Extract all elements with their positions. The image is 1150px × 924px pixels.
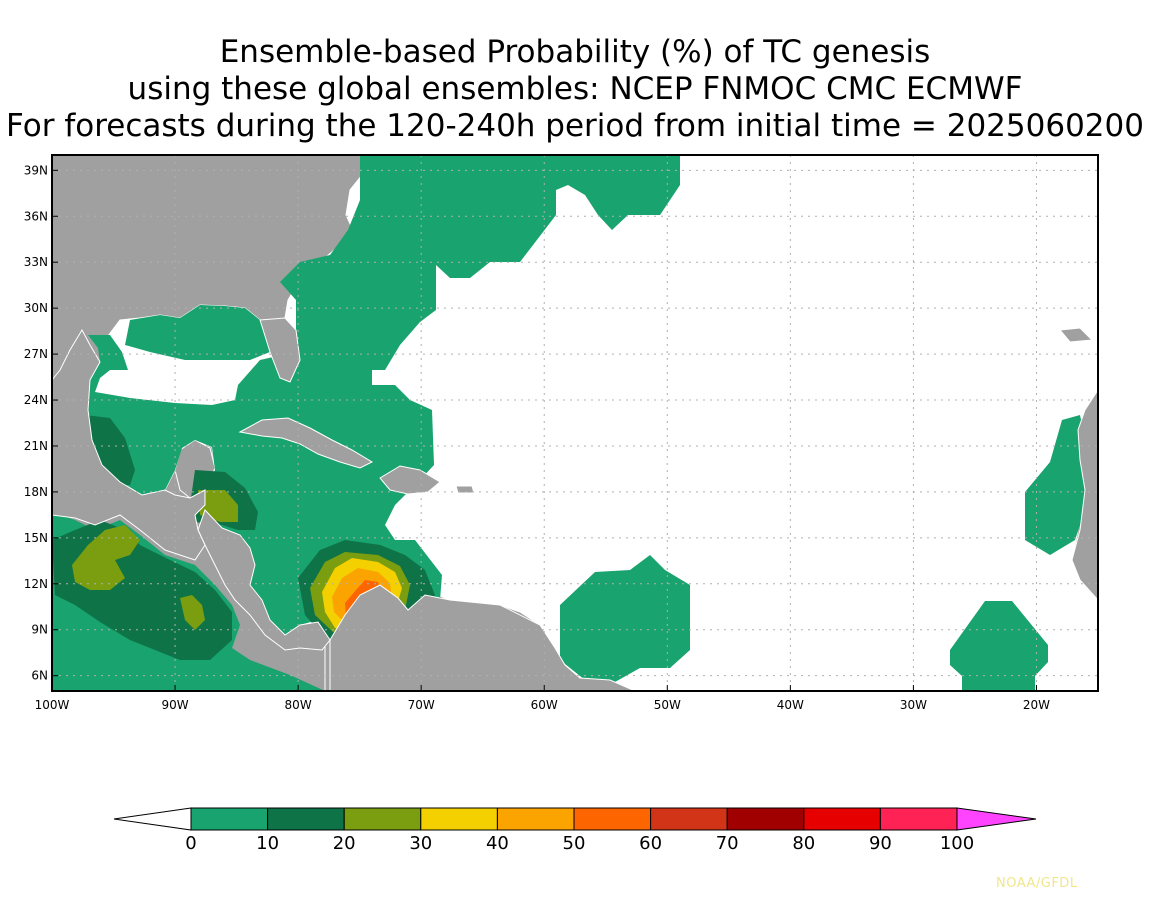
contour-cape-verde	[950, 601, 1048, 691]
contour-africa-coast	[1025, 415, 1085, 555]
lat-tick-label: 27N	[24, 347, 48, 361]
land-overlay	[52, 155, 1098, 691]
credit-label: NOAA/GFDL	[996, 876, 1078, 891]
chart-title-line-1: Ensemble-based Probability (%) of TC gen…	[219, 34, 931, 70]
colorbar-segment	[343, 807, 422, 831]
colorbar-segment	[267, 807, 345, 831]
lon-tick-label: 20W	[1023, 698, 1050, 712]
lat-tick-label: 12N	[24, 577, 48, 591]
colorbar-segment	[879, 807, 958, 831]
colorbar-segment	[573, 807, 652, 831]
colorbar-segment	[496, 807, 575, 831]
colorbar-label: 10	[256, 833, 279, 854]
chart-title-line-3: For forecasts during the 120-240h period…	[6, 108, 1144, 144]
lat-tick-label: 21N	[24, 439, 48, 453]
colorbar-label: 50	[563, 833, 586, 854]
contour-mid-atlantic	[560, 555, 690, 682]
colorbar-segment	[803, 807, 881, 831]
lon-tick-label: 40W	[777, 698, 804, 712]
lat-tick-label: 18N	[24, 485, 48, 499]
colorbar-label: 70	[716, 833, 739, 854]
contour-pacific-green	[72, 525, 140, 590]
colorbar-label: 30	[409, 833, 432, 854]
lon-tick-label: 50W	[654, 698, 681, 712]
colorbar-segment	[726, 807, 805, 831]
lon-tick-label: 90W	[161, 698, 188, 712]
land-canary	[1059, 327, 1094, 343]
lon-tick-label: 30W	[900, 698, 927, 712]
colorbar-label: 40	[486, 833, 509, 854]
colorbar-under-triangle	[113, 807, 192, 831]
lon-tick-label: 60W	[531, 698, 558, 712]
lat-tick-label: 30N	[24, 301, 48, 315]
land-africa-2	[1071, 389, 1098, 601]
longitude-axis: 100W 90W 80W 70W 60W 50W 40W 30W 20W	[35, 685, 1050, 712]
colorbar-label: 0	[185, 833, 196, 854]
lat-tick-label: 15N	[24, 531, 48, 545]
colorbar-segment	[190, 807, 269, 831]
lon-tick-label: 100W	[35, 698, 70, 712]
colorbar-over-triangle	[956, 807, 1037, 831]
grid-lines	[52, 155, 1098, 691]
colorbar-label: 90	[869, 833, 892, 854]
land-puerto-rico	[455, 485, 475, 494]
colorbar: 0 10 20 30 40 50 60 70 80 90 100	[113, 807, 1037, 854]
lat-tick-label: 6N	[31, 669, 48, 683]
colorbar-label: 20	[333, 833, 356, 854]
colorbar-segment	[420, 807, 498, 831]
land-hispaniola-2	[379, 465, 441, 495]
map-frame	[51, 154, 1099, 692]
contour-gulf-coast	[125, 305, 270, 360]
land-colombia-venezuela	[329, 584, 636, 691]
colorbar-segment	[650, 807, 728, 831]
lat-tick-label: 24N	[24, 393, 48, 407]
lat-tick-label: 39N	[24, 163, 48, 177]
land-central-america	[197, 509, 331, 651]
colorbar-label: 60	[639, 833, 662, 854]
lon-tick-label: 80W	[285, 698, 312, 712]
lat-tick-label: 9N	[31, 623, 48, 637]
lat-tick-label: 36N	[24, 209, 48, 223]
chart-title-line-2: using these global ensembles: NCEP FNMOC…	[127, 71, 1023, 107]
land-cuba-2	[238, 417, 374, 469]
land-mexico	[52, 155, 206, 561]
contour-pacific-green-2	[180, 595, 205, 630]
colorbar-label: 100	[940, 833, 974, 854]
latitude-axis: 39N 36N 33N 30N 27N 24N 21N 18N 15N 12N 9N 6N	[24, 163, 58, 683]
lon-tick-label: 70W	[408, 698, 435, 712]
lat-tick-label: 33N	[24, 255, 48, 269]
land-florida	[259, 317, 301, 383]
colorbar-label: 80	[792, 833, 815, 854]
